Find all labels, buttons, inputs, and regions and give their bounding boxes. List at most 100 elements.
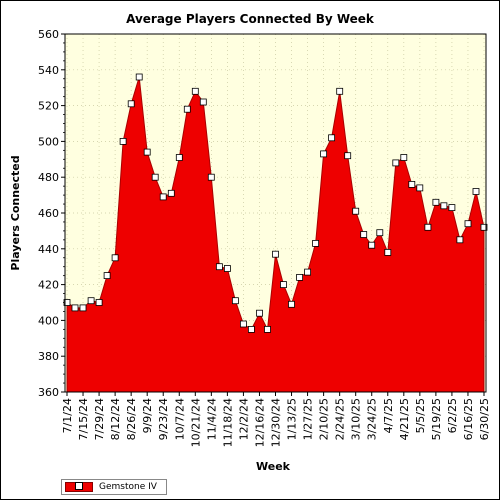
legend-label: Gemstone IV xyxy=(99,482,157,492)
data-point-marker xyxy=(400,154,408,161)
x-tick-label: 12/16/24 xyxy=(253,398,266,447)
data-point-marker xyxy=(71,304,79,312)
series-area-gemstone-iv xyxy=(66,76,485,393)
data-point-marker xyxy=(424,223,432,231)
data-point-marker xyxy=(231,297,239,305)
data-point-marker xyxy=(288,300,295,308)
data-point-marker xyxy=(360,231,368,238)
data-point-marker xyxy=(183,105,191,113)
data-point-marker xyxy=(344,152,352,160)
data-point-marker xyxy=(480,223,488,231)
data-point-marker xyxy=(432,198,440,206)
x-tick-label: 11/4/24 xyxy=(205,398,218,440)
data-point-marker xyxy=(247,325,255,333)
x-tick-label: 8/12/24 xyxy=(109,398,122,440)
data-point-marker xyxy=(352,207,360,215)
data-point-marker xyxy=(416,184,424,192)
x-tick-label: 12/30/24 xyxy=(270,398,283,447)
data-point-marker xyxy=(215,263,223,271)
data-point-marker xyxy=(256,309,263,317)
data-point-marker xyxy=(87,297,95,305)
x-tick-label: 3/24/25 xyxy=(366,398,379,440)
data-point-marker xyxy=(272,250,279,258)
data-point-marker xyxy=(151,173,159,181)
data-point-marker xyxy=(384,248,392,256)
x-tick-label: 3/10/25 xyxy=(350,398,363,440)
data-point-marker xyxy=(296,273,304,281)
data-point-marker xyxy=(304,268,312,276)
data-point-marker xyxy=(119,137,127,145)
data-point-marker xyxy=(392,159,400,167)
data-point-marker xyxy=(79,304,87,312)
data-point-marker xyxy=(111,254,119,262)
data-point-marker xyxy=(199,98,207,106)
data-point-marker xyxy=(143,148,151,156)
x-tick-label: 6/2/25 xyxy=(446,398,459,433)
legend: Gemstone IV xyxy=(61,479,167,495)
y-tick-label: 380 xyxy=(38,350,59,363)
y-tick-label: 520 xyxy=(38,100,59,113)
data-point-marker xyxy=(280,281,287,289)
x-tick-label: 12/2/24 xyxy=(237,398,250,440)
data-point-marker xyxy=(368,241,376,249)
y-tick-label: 440 xyxy=(38,243,59,256)
legend-swatch-icon xyxy=(65,482,93,492)
chart-title: Average Players Connected By Week xyxy=(126,12,375,26)
x-tick-label: 2/10/25 xyxy=(318,398,331,440)
x-tick-label: 2/24/25 xyxy=(334,398,347,440)
data-point-marker xyxy=(464,220,472,228)
data-point-marker xyxy=(320,150,328,158)
x-tick-label: 4/7/25 xyxy=(382,398,395,433)
data-point-marker xyxy=(175,154,183,161)
x-tick-label: 10/7/24 xyxy=(173,398,186,440)
y-tick-label: 400 xyxy=(38,314,59,327)
data-point-marker xyxy=(312,239,320,247)
y-tick-label: 540 xyxy=(38,64,59,77)
y-tick-label: 480 xyxy=(38,171,59,184)
data-point-marker xyxy=(440,202,448,210)
data-point-marker xyxy=(336,87,344,95)
data-point-marker xyxy=(239,320,247,328)
data-point-marker xyxy=(63,299,71,306)
x-tick-label: 9/23/24 xyxy=(157,398,170,440)
data-point-marker xyxy=(472,188,480,195)
data-point-marker xyxy=(135,73,143,81)
x-tick-label: 7/15/24 xyxy=(77,398,90,440)
data-point-marker xyxy=(456,236,464,244)
y-axis-label: Players Connected xyxy=(9,155,22,270)
y-tick-label: 560 xyxy=(38,28,59,41)
x-tick-label: 6/30/25 xyxy=(478,398,491,440)
y-tick-label: 360 xyxy=(38,386,59,399)
x-tick-label: 6/16/25 xyxy=(462,398,475,440)
data-point-marker xyxy=(191,87,199,95)
y-tick-label: 500 xyxy=(38,135,59,148)
data-point-marker xyxy=(328,134,336,142)
x-tick-label: 8/26/24 xyxy=(125,398,138,440)
x-tick-label: 1/13/25 xyxy=(286,398,299,440)
data-point-marker xyxy=(223,265,231,272)
x-axis-label: Week xyxy=(256,460,291,473)
x-tick-label: 10/21/24 xyxy=(189,398,202,447)
x-tick-label: 1/27/25 xyxy=(302,398,315,440)
data-point-marker xyxy=(127,100,135,108)
data-point-marker xyxy=(264,325,271,333)
plot-frame xyxy=(64,33,487,393)
data-point-marker xyxy=(376,229,384,237)
data-point-marker xyxy=(103,272,111,280)
x-tick-label: 9/9/24 xyxy=(141,398,154,433)
data-point-marker xyxy=(408,180,416,188)
data-point-marker xyxy=(95,299,103,306)
y-tick-label: 460 xyxy=(38,207,59,220)
data-point-marker xyxy=(207,173,215,181)
data-point-marker xyxy=(448,204,456,212)
x-tick-label: 5/5/25 xyxy=(414,398,427,433)
x-tick-label: 7/1/24 xyxy=(61,398,74,433)
y-tick-label: 420 xyxy=(38,279,59,292)
x-tick-label: 4/21/25 xyxy=(398,398,411,440)
x-tick-label: 5/19/25 xyxy=(430,398,443,440)
x-tick-label: 7/29/24 xyxy=(93,398,106,440)
data-point-marker xyxy=(159,193,167,201)
